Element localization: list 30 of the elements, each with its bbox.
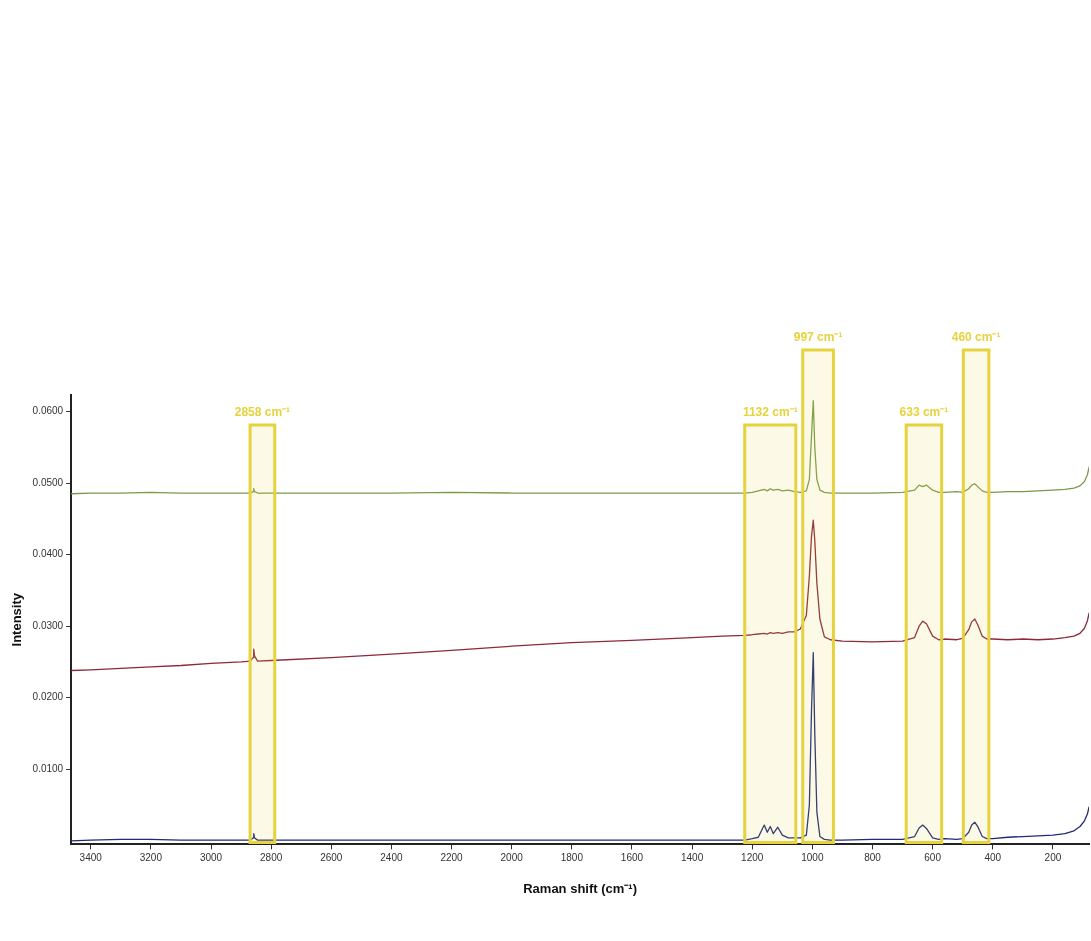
y-axis-title: Intensity [9,592,25,647]
band-label: 1132 cm⁻¹ [742,405,798,420]
x-axis-title: Raman shift (cm⁻¹) [523,880,637,896]
x-tick-label: 3200 [139,852,163,864]
x-tick-label: 2200 [440,852,464,864]
band-label: 460 cm⁻¹ [951,330,1001,345]
y-tick-label: 0.0100 [32,763,64,775]
x-tick-label: 2000 [500,852,524,864]
y-tick-label: 0.0300 [32,619,64,631]
x-tick-label: 600 [924,852,942,864]
band-label: 997 cm⁻¹ [793,330,843,345]
x-tick-label: 200 [1044,852,1062,864]
y-tick-label: 0.0400 [32,548,64,560]
x-tick-label: 400 [984,852,1002,864]
x-tick-label: 800 [864,852,882,864]
x-tick-label: 2400 [380,852,403,864]
x-tick-label: 1800 [560,852,584,864]
y-tick-label: 0.0600 [32,405,64,417]
x-tick-label: 1000 [801,852,824,864]
y-tick-label: 0.0500 [32,476,64,488]
x-tick-label: 1600 [620,852,644,864]
x-tick-label: 3000 [199,852,223,864]
y-tick-label: 0.0200 [32,691,64,703]
x-tick-label: 2800 [260,852,283,864]
band-label: 633 cm⁻¹ [899,405,949,420]
band-label: 2858 cm⁻¹ [234,405,291,420]
x-tick-label: 2600 [320,852,343,864]
x-tick-label: 1200 [741,852,764,864]
x-tick-label: 3400 [79,852,103,864]
x-tick-label: 1400 [680,852,704,864]
